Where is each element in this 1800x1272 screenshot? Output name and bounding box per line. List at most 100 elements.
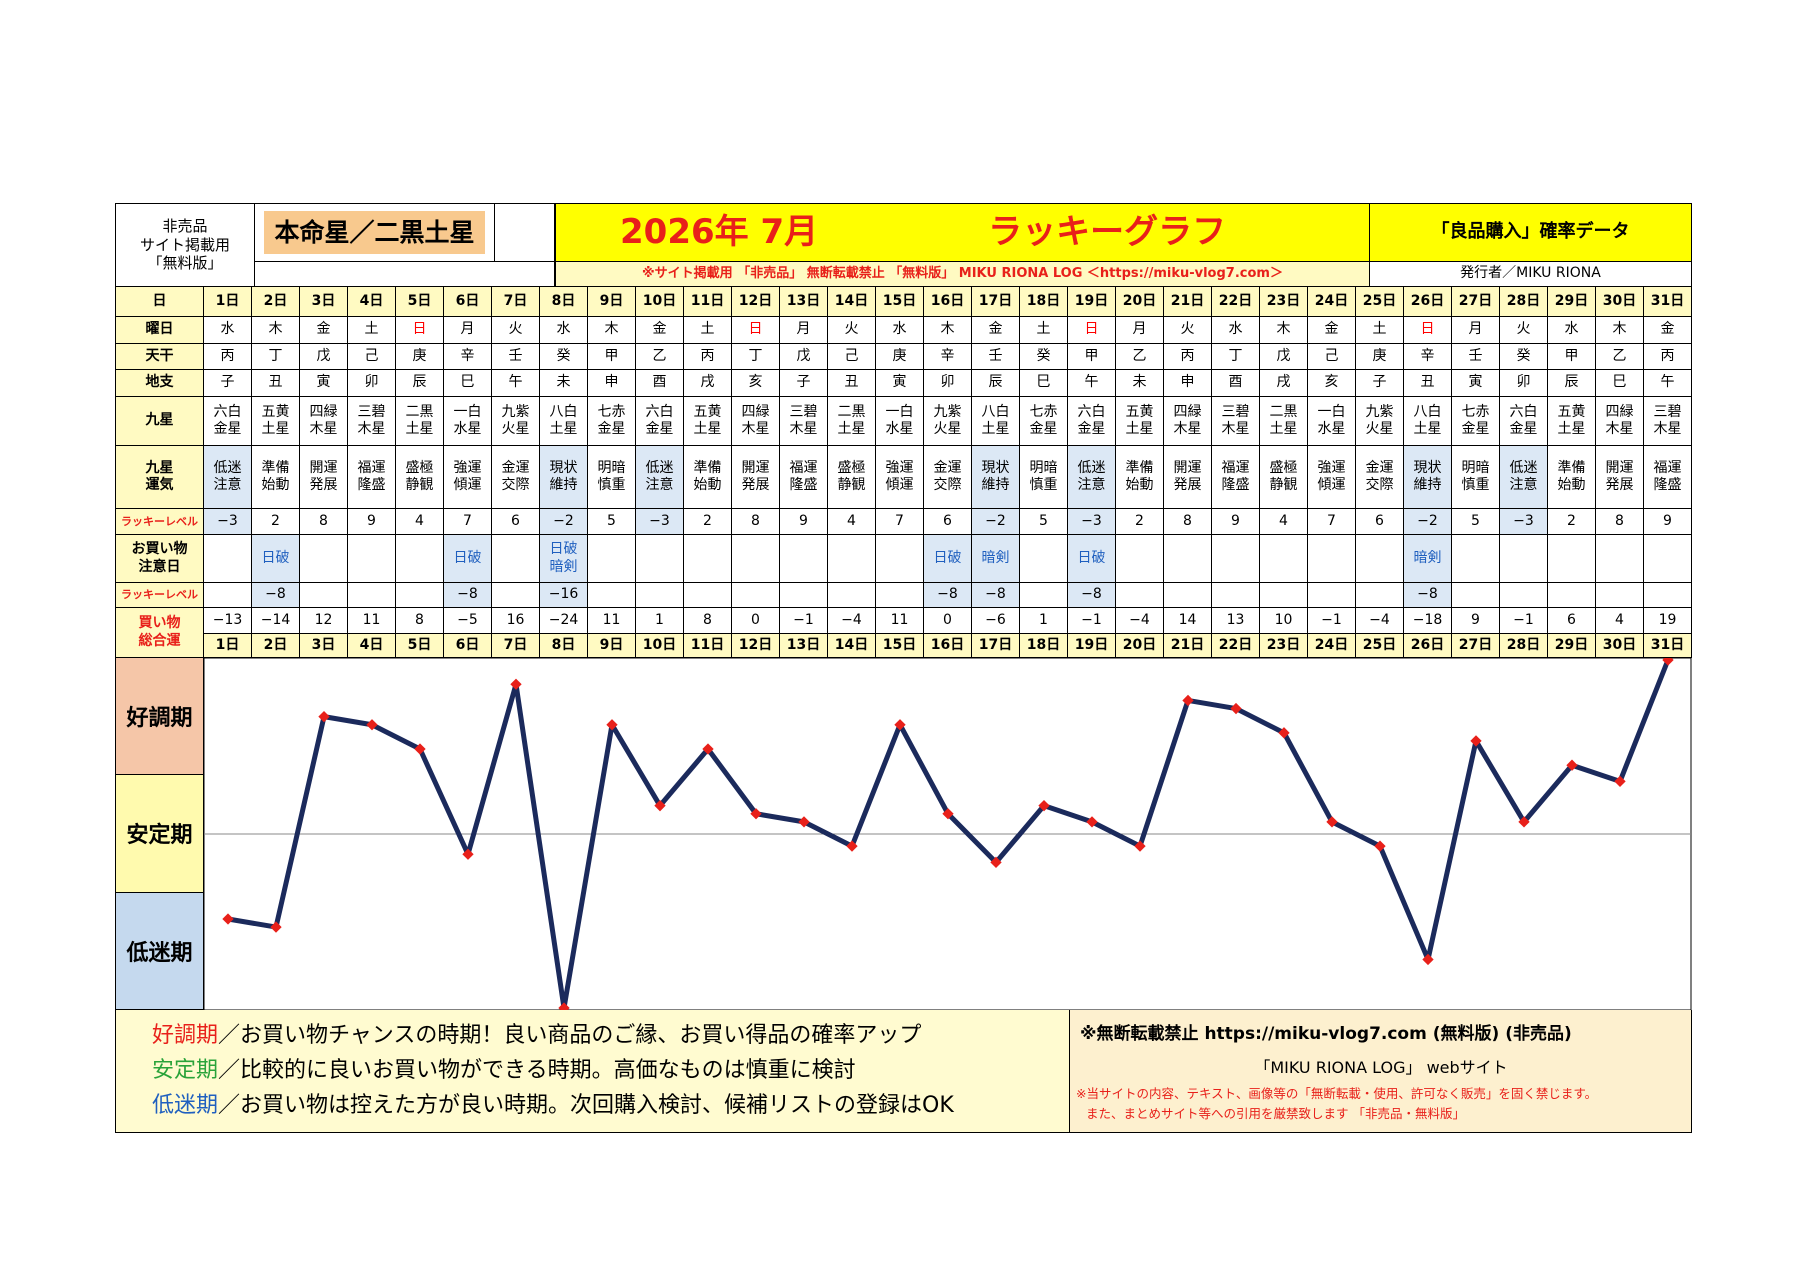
lucky_level-cell: −2 [1404, 509, 1452, 535]
unki-cell: 強運 傾運 [1308, 446, 1356, 509]
days-cell: 17日 [972, 634, 1020, 658]
days-cell: 29日 [1548, 634, 1596, 658]
weekdays-cell: 火 [828, 317, 876, 344]
copyright-line4: また、まとめサイト等への引用を厳禁致します 「非売品・無料版」 [1086, 1106, 1465, 1121]
total-cell: 8 [396, 608, 444, 634]
weekdays-cell: 火 [1164, 317, 1212, 344]
unki-cell: 福運 隆盛 [1644, 446, 1692, 509]
data-point [1038, 800, 1050, 812]
chishi-cell: 丑 [252, 370, 300, 397]
lucky_level2-cell [732, 583, 780, 608]
lucky_level-cell: 9 [348, 509, 396, 535]
data-point [1566, 759, 1578, 771]
kyusei-cell: 二黒 土星 [396, 397, 444, 446]
data-point [1134, 840, 1146, 852]
lucky_level-cell: −3 [1068, 509, 1116, 535]
lucky_level2-cell [1500, 583, 1548, 608]
total-cell: −1 [1500, 608, 1548, 634]
total-cell: 1 [636, 608, 684, 634]
kyusei-cell: 九紫 火星 [492, 397, 540, 446]
tenkan-cell: 庚 [876, 344, 924, 370]
days-cell: 8日 [540, 287, 588, 317]
caution-cell [1452, 535, 1500, 583]
kyusei-cell: 六白 金星 [1500, 397, 1548, 446]
chishi-cell: 酉 [636, 370, 684, 397]
days-cell: 11日 [684, 634, 732, 658]
lucky_level-cell: −3 [1500, 509, 1548, 535]
chishi-cell: 丑 [828, 370, 876, 397]
tenkan-cell: 辛 [924, 344, 972, 370]
lucky_level2-cell [1644, 583, 1692, 608]
days-cell: 30日 [1596, 287, 1644, 317]
days-cell: 9日 [588, 634, 636, 658]
lucky_level-cell: 7 [444, 509, 492, 535]
unki-cell: 明暗 慎重 [1020, 446, 1068, 509]
unki-cell: 開運 発展 [732, 446, 780, 509]
days-cell: 24日 [1308, 287, 1356, 317]
total-cell: −1 [1308, 608, 1356, 634]
caution-cell: 日破 [444, 535, 492, 583]
total-cell: −4 [828, 608, 876, 634]
chishi-cell: 丑 [1404, 370, 1452, 397]
chishi-cell: 未 [1116, 370, 1164, 397]
total-cell: 4 [1596, 608, 1644, 634]
unki-cell: 強運 傾運 [876, 446, 924, 509]
weekdays-cell: 月 [780, 317, 828, 344]
weekdays-cell: 日 [732, 317, 780, 344]
unki-cell: 明暗 慎重 [1452, 446, 1500, 509]
tenkan-cell: 庚 [396, 344, 444, 370]
unki-cell: 強運 傾運 [444, 446, 492, 509]
chishi-cell: 亥 [732, 370, 780, 397]
lucky_level2-cell [492, 583, 540, 608]
lucky_level2-cell [828, 583, 876, 608]
weekdays-cell: 水 [540, 317, 588, 344]
total-cell: 6 [1548, 608, 1596, 634]
days-cell: 26日 [1404, 634, 1452, 658]
lucky_level-cell: 5 [1020, 509, 1068, 535]
row-label-caution: お買い物 注意日 [115, 535, 204, 583]
total-cell: −5 [444, 608, 492, 634]
lucky_level2-cell [300, 583, 348, 608]
total-cell: 11 [588, 608, 636, 634]
days-cell: 15日 [876, 287, 924, 317]
data-point [510, 678, 522, 690]
days-cell: 13日 [780, 287, 828, 317]
kyusei-cell: 四緑 木星 [732, 397, 780, 446]
tenkan-cell: 庚 [1356, 344, 1404, 370]
legend-stable: 安定期／比較的に良いお買い物ができる時期。高価なものは慎重に検討 [152, 1057, 856, 1085]
lucky-graph-sheet: 非売品 サイト掲載用 「無料版」 本命星／二黒土星 2026年 7月 ラッキーグ… [115, 203, 1692, 1133]
chishi-cell: 子 [780, 370, 828, 397]
lucky_level-cell: 4 [396, 509, 444, 535]
caution-cell: 日破 [252, 535, 300, 583]
chishi-cell: 辰 [972, 370, 1020, 397]
unki-cell: 低迷 注意 [1500, 446, 1548, 509]
kyusei-cell: 八白 土星 [540, 397, 588, 446]
lucky_level-cell: 5 [1452, 509, 1500, 535]
data-point [750, 808, 762, 820]
days-cell: 6日 [444, 634, 492, 658]
lucky_level2-cell [588, 583, 636, 608]
weekdays-cell: 水 [204, 317, 252, 344]
unki-cell: 準備 始動 [1116, 446, 1164, 509]
weekdays-cell: 火 [1500, 317, 1548, 344]
days-cell: 22日 [1212, 634, 1260, 658]
caution-cell [1116, 535, 1164, 583]
lucky_level-cell: 8 [1164, 509, 1212, 535]
total-cell: −4 [1356, 608, 1404, 634]
weekdays-cell: 日 [1404, 317, 1452, 344]
graph-title: ラッキーグラフ [988, 212, 1227, 253]
days-cell: 19日 [1068, 634, 1116, 658]
chishi-cell: 巳 [1020, 370, 1068, 397]
kyusei-cell: 四緑 木星 [1596, 397, 1644, 446]
days-cell: 20日 [1116, 634, 1164, 658]
weekdays-cell: 金 [1644, 317, 1692, 344]
lucky_level2-cell [396, 583, 444, 608]
tenkan-cell: 癸 [1020, 344, 1068, 370]
unki-cell: 福運 隆盛 [1212, 446, 1260, 509]
kyusei-cell: 七赤 金星 [1020, 397, 1068, 446]
band-label-0: 好調期 [115, 658, 204, 776]
caution-cell [492, 535, 540, 583]
days-cell: 10日 [636, 287, 684, 317]
kyusei-cell: 四緑 木星 [1164, 397, 1212, 446]
data-point [1614, 775, 1626, 788]
